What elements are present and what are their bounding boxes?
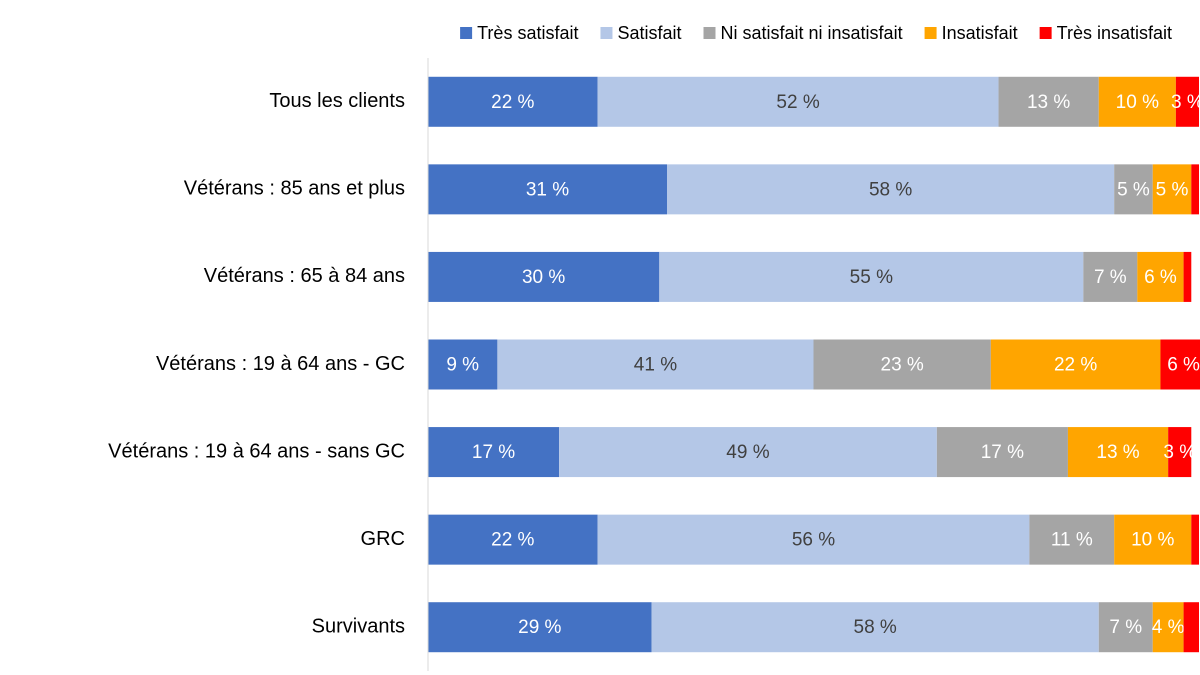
- bar-segment: [998, 76, 1099, 127]
- value-label: 58 %: [854, 617, 897, 638]
- y-tick-label: Vétérans : 19 à 64 ans - sans GC: [108, 440, 405, 462]
- bar-segment: [1029, 514, 1115, 565]
- y-tick-label: Vétérans : 85 ans et plus: [184, 178, 405, 200]
- value-label: 22 %: [491, 92, 534, 113]
- bar-segment: [1183, 602, 1199, 653]
- bar-segment: [1168, 427, 1192, 478]
- value-label: 3 %: [1171, 92, 1200, 113]
- value-label: 52 %: [776, 92, 819, 113]
- legend-swatch: [924, 27, 937, 39]
- legend-label: Très insatisfait: [1057, 23, 1172, 43]
- bar-segment: [428, 427, 560, 478]
- value-label: 29 %: [518, 617, 561, 638]
- bar-segment: [659, 251, 1084, 302]
- legend-label: Très satisfait: [477, 23, 578, 43]
- value-label: 49 %: [726, 442, 769, 463]
- value-label: 9 %: [446, 355, 479, 376]
- y-tick-label: Survivants: [312, 615, 405, 637]
- bar-segment: [428, 251, 660, 302]
- value-label: 6 %: [1167, 355, 1200, 376]
- value-label: 10 %: [1131, 530, 1174, 551]
- bar-segment: [1183, 251, 1192, 302]
- value-label: 22 %: [491, 530, 534, 551]
- value-label: 6 %: [1144, 267, 1177, 288]
- bar-segment: [1114, 514, 1192, 565]
- bar-segment: [428, 164, 668, 215]
- bar-segment: [667, 164, 1115, 215]
- bar-segment: [936, 427, 1068, 478]
- bar-segment: [428, 602, 652, 653]
- bar-segment: [597, 76, 999, 127]
- value-label: 13 %: [1027, 92, 1070, 113]
- value-label: 41 %: [634, 355, 677, 376]
- y-tick-label: Vétérans : 65 à 84 ans: [204, 265, 405, 287]
- value-label: 55 %: [850, 267, 893, 288]
- value-label: 31 %: [526, 179, 569, 200]
- value-label: 7 %: [1109, 617, 1142, 638]
- bar-segment: [1098, 602, 1153, 653]
- legend-label: Ni satisfait ni insatisfait: [721, 23, 903, 43]
- bar-segment: [1152, 602, 1184, 653]
- bar-segment: [1191, 164, 1199, 215]
- bar-segment: [597, 514, 1030, 565]
- bar-segment: [813, 339, 991, 390]
- bar-segment: [1160, 339, 1200, 390]
- y-tick-label: GRC: [361, 528, 405, 550]
- value-label: 7 %: [1094, 267, 1127, 288]
- bar-segment: [428, 514, 598, 565]
- bar-segment: [497, 339, 814, 390]
- value-label: 5 %: [1117, 179, 1150, 200]
- value-label: 58 %: [869, 179, 912, 200]
- y-tick-label: Vétérans : 19 à 64 ans - GC: [156, 353, 405, 375]
- value-label: 10 %: [1116, 92, 1159, 113]
- bar-segment: [1175, 76, 1199, 127]
- value-label: 4 %: [1152, 617, 1185, 638]
- bar-segment: [990, 339, 1161, 390]
- bar-segment: [1152, 164, 1192, 215]
- bar-segment: [1114, 164, 1153, 215]
- value-label: 30 %: [522, 267, 565, 288]
- value-label: 17 %: [472, 442, 515, 463]
- bar-segment: [1191, 514, 1199, 565]
- legend-label: Satisfait: [617, 23, 681, 43]
- legend-label: Insatisfait: [942, 23, 1018, 43]
- legend-swatch: [1039, 27, 1052, 39]
- value-label: 5 %: [1156, 179, 1189, 200]
- value-label: 11 %: [1051, 530, 1093, 551]
- legend-swatch: [703, 27, 716, 39]
- value-label: 56 %: [792, 530, 835, 551]
- legend-swatch: [460, 27, 473, 39]
- y-tick-label: Tous les clients: [269, 90, 405, 112]
- value-label: 23 %: [881, 355, 924, 376]
- bar-segment: [1137, 251, 1184, 302]
- bar-segment: [1067, 427, 1169, 478]
- value-label: 17 %: [981, 442, 1024, 463]
- bar-segment: [559, 427, 937, 478]
- value-label: 13 %: [1096, 442, 1139, 463]
- bar-segment: [428, 76, 598, 127]
- value-label: 22 %: [1054, 355, 1097, 376]
- legend-swatch: [600, 27, 613, 39]
- bar-segment: [428, 339, 498, 390]
- value-label: 3 %: [1163, 442, 1196, 463]
- bar-segment: [1098, 76, 1176, 127]
- bar-segment: [651, 602, 1099, 653]
- bar-segment: [1083, 251, 1138, 302]
